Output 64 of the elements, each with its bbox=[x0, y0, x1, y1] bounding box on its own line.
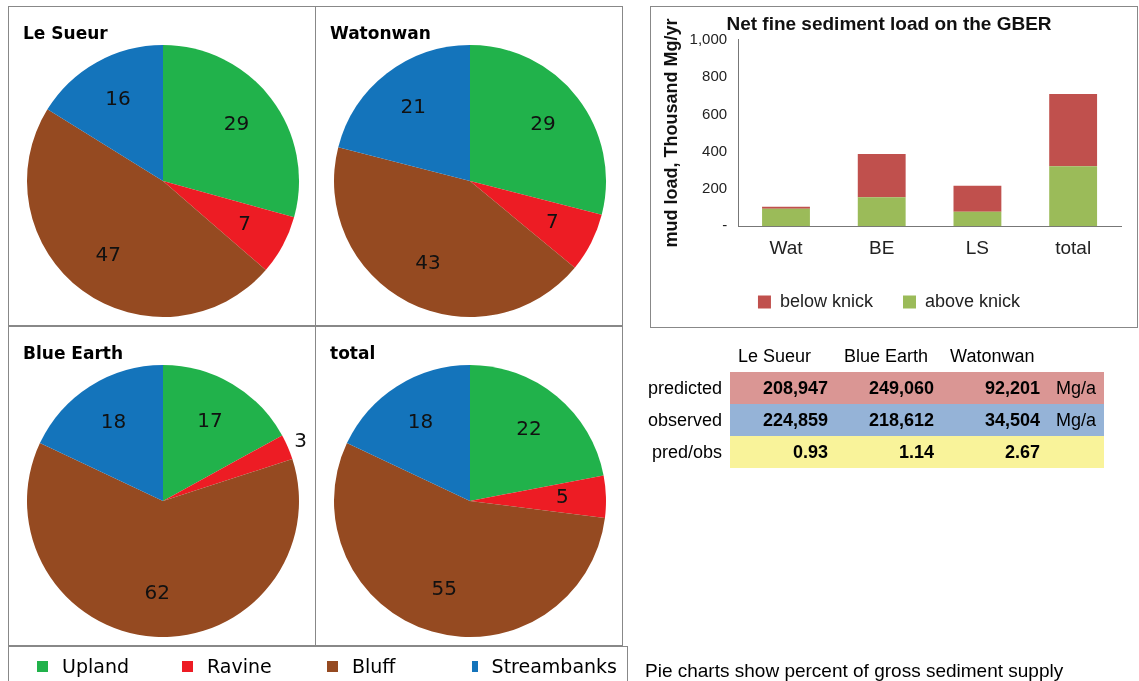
y-tick-label: 600 bbox=[702, 104, 728, 122]
data-label: 47 bbox=[95, 241, 121, 266]
data-label: 29 bbox=[223, 111, 250, 136]
bar bbox=[953, 185, 1002, 212]
bar bbox=[762, 206, 810, 209]
text: Pie charts show percent of gross sediment supply bbox=[645, 660, 1064, 681]
data-label: 224,859 bbox=[730, 404, 837, 436]
category-label: Blue Earth bbox=[843, 344, 930, 368]
data-label: 29 bbox=[530, 110, 556, 135]
text: Mg/a bbox=[1048, 372, 1105, 404]
bar bbox=[762, 208, 810, 227]
data-label: 2.67 bbox=[942, 436, 1049, 468]
data-label: 21 bbox=[400, 94, 427, 119]
series-label: pred/obs bbox=[651, 440, 724, 464]
legend-label: Bluff bbox=[351, 655, 397, 677]
chart-title: Blue Earth bbox=[23, 343, 124, 363]
legend-label: above knick bbox=[924, 290, 1022, 311]
bar bbox=[1049, 94, 1098, 167]
x-tick-label: LS bbox=[965, 236, 990, 258]
x-tick-label: total bbox=[1055, 236, 1092, 258]
chart-title: Net fine sediment load on the GBER bbox=[726, 12, 1052, 34]
data-label: 18 bbox=[407, 409, 434, 434]
category-label: Watonwan bbox=[949, 344, 1036, 368]
data-label: 7 bbox=[238, 210, 251, 235]
y-tick-label: 200 bbox=[702, 179, 728, 197]
y-axis-title: mud load, Thousand Mg/yr bbox=[660, 18, 681, 248]
data-label: 3 bbox=[294, 427, 308, 452]
series-label: predicted bbox=[647, 376, 724, 400]
legend-label: below knick bbox=[779, 290, 874, 311]
legend-label: Streambanks bbox=[490, 655, 617, 677]
bar bbox=[857, 153, 906, 198]
data-label: 249,060 bbox=[836, 372, 943, 404]
bar bbox=[857, 197, 906, 227]
data-label: 55 bbox=[431, 576, 457, 601]
series-label: observed bbox=[647, 408, 724, 432]
y-tick-label: - bbox=[722, 216, 728, 234]
bar bbox=[1049, 166, 1098, 227]
category-label: Le Sueur bbox=[737, 344, 813, 368]
data-label: 34,504 bbox=[942, 404, 1049, 436]
data-label: 0.93 bbox=[730, 436, 837, 468]
chart-title: Le Sueur bbox=[23, 23, 108, 43]
data-label: 18 bbox=[100, 409, 127, 434]
legend-label: Ravine bbox=[206, 655, 273, 677]
y-tick-label: 1,000 bbox=[689, 29, 728, 47]
data-label: 92,201 bbox=[942, 372, 1049, 404]
legend-label: Upland bbox=[61, 655, 130, 677]
bar bbox=[953, 211, 1002, 227]
data-label: 43 bbox=[415, 249, 441, 274]
text: Mg/a bbox=[1048, 404, 1105, 436]
data-label: 62 bbox=[144, 579, 170, 604]
x-tick-label: BE bbox=[869, 236, 895, 258]
data-label: 1.14 bbox=[836, 436, 943, 468]
chart-title: total bbox=[330, 343, 376, 363]
y-tick-label: 800 bbox=[702, 67, 728, 85]
data-label: 16 bbox=[105, 86, 131, 111]
data-label: 5 bbox=[556, 484, 569, 509]
y-tick-label: 400 bbox=[702, 141, 728, 159]
data-label: 7 bbox=[546, 209, 559, 234]
chart-title: Watonwan bbox=[330, 23, 431, 43]
data-label: 22 bbox=[516, 415, 542, 440]
data-label: 208,947 bbox=[730, 372, 837, 404]
data-label: 218,612 bbox=[836, 404, 943, 436]
x-tick-label: Wat bbox=[769, 236, 804, 258]
data-label: 17 bbox=[197, 407, 223, 432]
